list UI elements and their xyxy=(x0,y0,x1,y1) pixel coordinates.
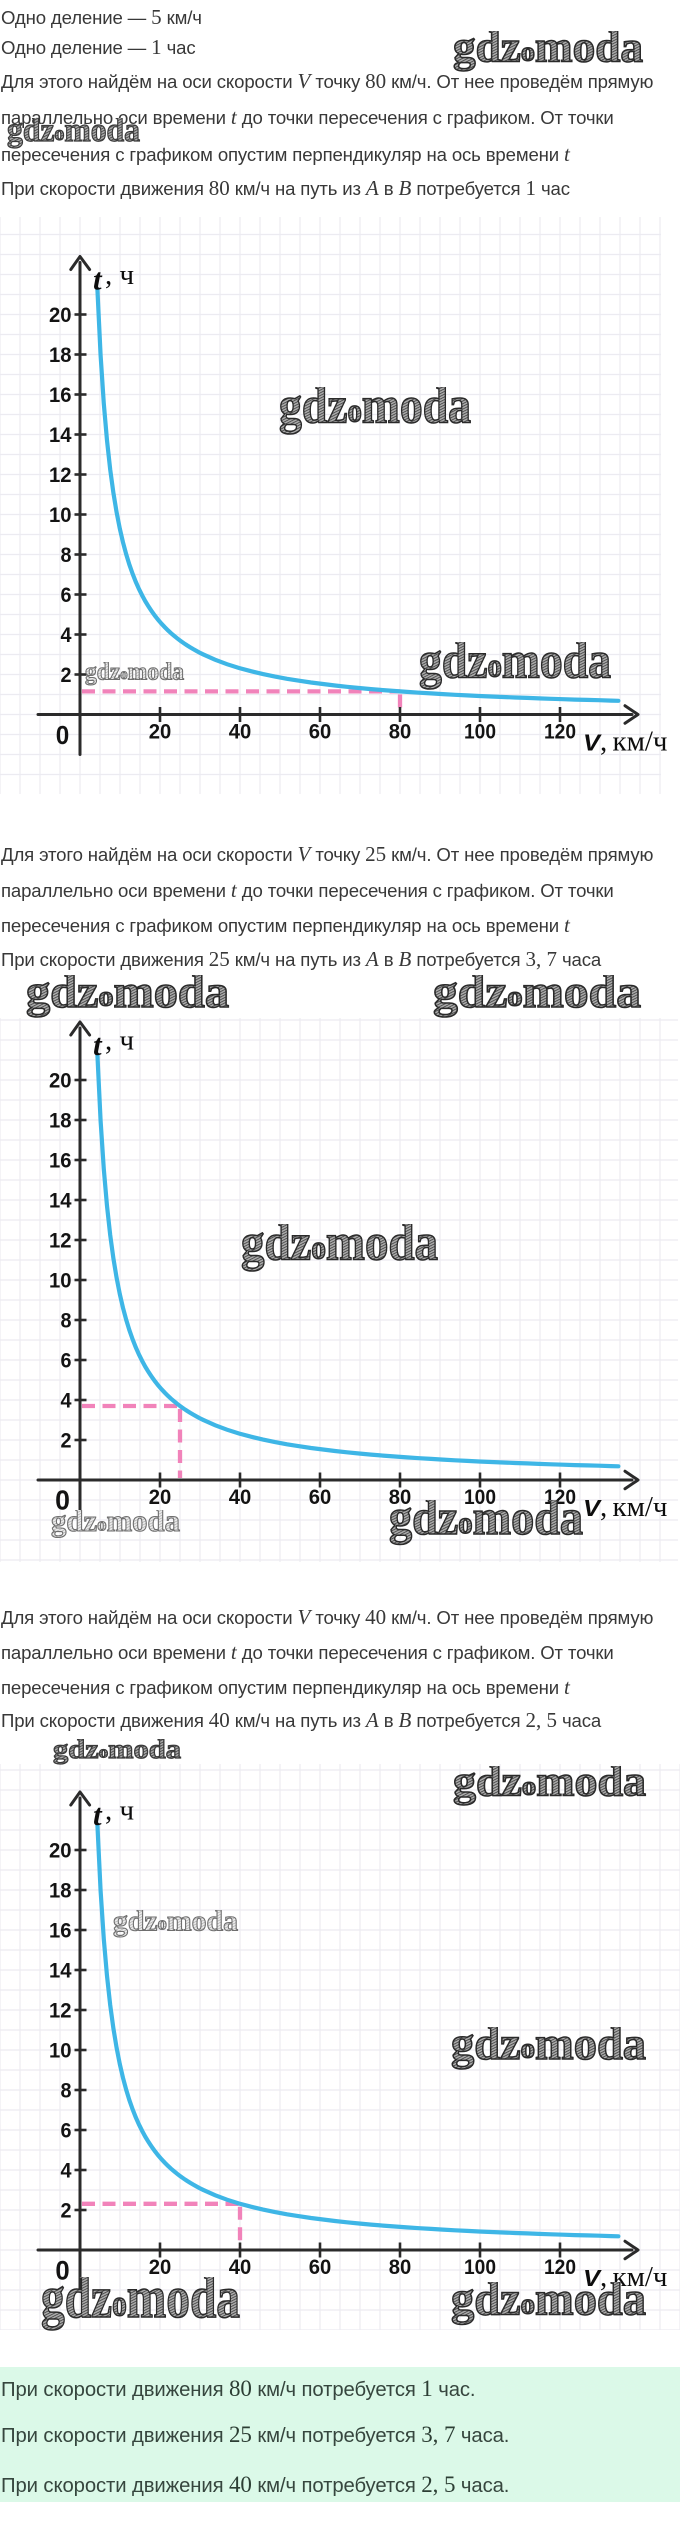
svg-text:80: 80 xyxy=(389,1485,412,1509)
svg-text:100: 100 xyxy=(464,1485,496,1509)
svg-text:gdzomoda: gdzomoda xyxy=(241,1224,438,1272)
svg-text:gdzomoda: gdzomoda xyxy=(389,1500,583,1545)
svg-text:V: V xyxy=(583,1495,603,1521)
svg-text:gdzomoda: gdzomoda xyxy=(26,975,229,1018)
svg-text:60: 60 xyxy=(309,720,332,744)
svg-text:gdzomoda: gdzomoda xyxy=(7,118,140,149)
svg-text:20: 20 xyxy=(149,1485,172,1509)
svg-text:14: 14 xyxy=(49,423,72,447)
svg-text:120: 120 xyxy=(544,720,576,744)
svg-text:12: 12 xyxy=(49,1229,72,1253)
svg-text:16: 16 xyxy=(49,1919,72,1943)
svg-text:60: 60 xyxy=(309,2255,332,2279)
svg-text:120: 120 xyxy=(544,1485,576,1509)
svg-text:gdzomoda: gdzomoda xyxy=(113,1910,238,1938)
svg-text:4: 4 xyxy=(61,623,72,647)
svg-text:40: 40 xyxy=(229,1485,252,1509)
svg-text:40: 40 xyxy=(229,720,252,744)
svg-text:12: 12 xyxy=(49,1999,72,2023)
svg-text:20: 20 xyxy=(49,303,72,327)
svg-text:6: 6 xyxy=(61,583,72,607)
svg-text:10: 10 xyxy=(49,2039,72,2063)
svg-text:18: 18 xyxy=(49,1879,72,1903)
svg-text:6: 6 xyxy=(61,1349,72,1373)
svg-text:V: V xyxy=(583,730,603,756)
svg-text:4: 4 xyxy=(61,1389,72,1413)
svg-text:км/ч: км/ч xyxy=(613,1491,668,1523)
svg-text:120: 120 xyxy=(544,2255,576,2279)
svg-text:14: 14 xyxy=(49,1189,72,1213)
svg-text:gdzomoda: gdzomoda xyxy=(279,387,471,435)
svg-text:gdzomoda: gdzomoda xyxy=(41,2277,240,2330)
svg-text:t: t xyxy=(93,1027,103,1062)
svg-text:2: 2 xyxy=(61,2199,72,2223)
svg-text:18: 18 xyxy=(49,1109,72,1133)
svg-text:10: 10 xyxy=(49,1269,72,1293)
svg-text:gdzomoda: gdzomoda xyxy=(433,975,641,1018)
svg-text:20: 20 xyxy=(49,1069,72,1093)
svg-text:2: 2 xyxy=(61,1429,72,1453)
svg-text:км/ч: км/ч xyxy=(613,726,668,758)
svg-text:80: 80 xyxy=(389,720,412,744)
svg-text:10: 10 xyxy=(49,503,72,527)
svg-text:,: , xyxy=(600,1491,607,1523)
svg-text:gdzomoda: gdzomoda xyxy=(451,2282,646,2326)
svg-text:40: 40 xyxy=(229,2255,252,2279)
svg-text:8: 8 xyxy=(61,2079,72,2103)
svg-text:gdzomoda: gdzomoda xyxy=(453,1766,646,1806)
svg-text:0: 0 xyxy=(55,1485,70,1516)
svg-text:, ч: , ч xyxy=(105,259,134,291)
svg-text:gdzomoda: gdzomoda xyxy=(451,2027,646,2070)
svg-text:,: , xyxy=(600,726,607,758)
svg-text:gdzomoda: gdzomoda xyxy=(453,31,643,71)
svg-text:8: 8 xyxy=(61,543,72,567)
svg-text:100: 100 xyxy=(464,720,496,744)
svg-text:0: 0 xyxy=(55,2256,69,2286)
svg-text:60: 60 xyxy=(309,1485,332,1509)
svg-text:20: 20 xyxy=(49,1839,72,1863)
svg-text:20: 20 xyxy=(149,720,172,744)
svg-text:80: 80 xyxy=(389,2255,412,2279)
svg-text:16: 16 xyxy=(49,1149,72,1173)
svg-text:14: 14 xyxy=(49,1959,72,1983)
svg-text:100: 100 xyxy=(464,2255,496,2279)
svg-text:gdzomoda: gdzomoda xyxy=(51,1510,180,1538)
svg-text:6: 6 xyxy=(61,2119,72,2143)
svg-text:,: , xyxy=(600,2261,607,2293)
svg-text:V: V xyxy=(583,2265,603,2291)
svg-text:4: 4 xyxy=(61,2159,72,2183)
svg-text:км/ч: км/ч xyxy=(613,2261,668,2293)
svg-text:, ч: , ч xyxy=(105,1795,134,1827)
svg-text:20: 20 xyxy=(149,2255,172,2279)
svg-text:gdzomoda: gdzomoda xyxy=(85,662,184,686)
svg-text:0: 0 xyxy=(56,722,70,750)
svg-text:gdzomoda: gdzomoda xyxy=(53,1739,181,1765)
svg-text:16: 16 xyxy=(49,383,72,407)
svg-text:t: t xyxy=(93,1797,103,1832)
svg-text:12: 12 xyxy=(49,463,72,487)
svg-text:t: t xyxy=(93,262,103,297)
svg-text:8: 8 xyxy=(61,1309,72,1333)
svg-text:18: 18 xyxy=(49,343,72,367)
svg-text:gdzomoda: gdzomoda xyxy=(419,642,611,690)
svg-text:2: 2 xyxy=(61,663,72,687)
svg-text:, ч: , ч xyxy=(105,1025,134,1057)
